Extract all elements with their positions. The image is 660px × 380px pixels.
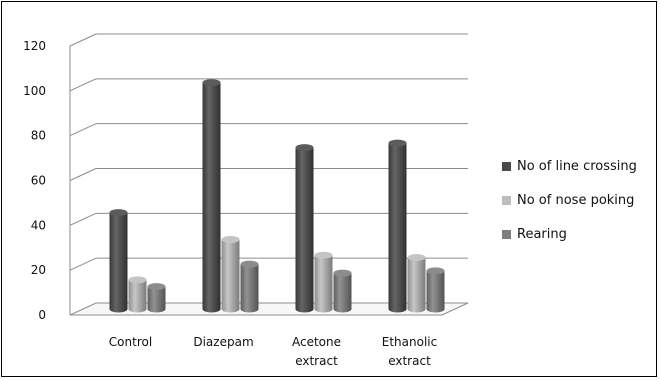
bar-top bbox=[426, 267, 445, 275]
bar-top bbox=[128, 276, 147, 284]
legend-swatch bbox=[502, 195, 511, 205]
bar-body bbox=[109, 212, 128, 313]
bar-no-of-line-crossing-ethanolic-extract bbox=[388, 139, 407, 313]
y-tick-label: 20 bbox=[31, 263, 46, 277]
bar-top bbox=[388, 139, 407, 147]
bar-no-of-nose-poking-diazepam bbox=[221, 236, 240, 313]
bar-body bbox=[407, 257, 426, 313]
bar-top bbox=[240, 260, 259, 268]
bar-no-of-line-crossing-acetone-extract bbox=[295, 144, 314, 313]
legend-item: Rearing bbox=[502, 226, 637, 242]
bar-body bbox=[295, 147, 314, 313]
bar-no-of-line-crossing-diazepam bbox=[202, 79, 221, 313]
y-tick-label: 0 bbox=[38, 308, 46, 322]
x-tick-label: Acetone bbox=[292, 335, 341, 349]
y-tick-label: 120 bbox=[23, 39, 46, 53]
bar-top bbox=[109, 209, 128, 217]
gridline-diagonal bbox=[69, 123, 97, 137]
bar-body bbox=[388, 143, 407, 313]
y-tick-label: 100 bbox=[23, 84, 46, 98]
y-tick-label: 40 bbox=[31, 218, 46, 232]
bars bbox=[109, 79, 445, 313]
y-tick-label: 80 bbox=[31, 129, 46, 143]
x-tick-label: Diazepam bbox=[193, 335, 253, 349]
bar-rearing-acetone-extract bbox=[333, 269, 352, 313]
bar-body bbox=[147, 286, 166, 313]
bar-top bbox=[314, 251, 333, 259]
bar-top bbox=[221, 236, 240, 244]
bar-body bbox=[221, 239, 240, 313]
bar-top bbox=[333, 269, 352, 277]
x-tick-label: Ethanolic bbox=[382, 335, 437, 349]
gridline-diagonal bbox=[69, 168, 97, 181]
bar-body bbox=[240, 264, 259, 313]
bar-top bbox=[147, 283, 166, 291]
bar-rearing-ethanolic-extract bbox=[426, 267, 445, 313]
y-tick-label: 60 bbox=[31, 174, 46, 188]
bar-no-of-line-crossing-control bbox=[109, 209, 128, 313]
legend-swatch bbox=[502, 161, 511, 171]
gridline-diagonal bbox=[69, 33, 97, 47]
x-axis-ticks: Control Diazepam Acetone extract Ethanolic ex… bbox=[109, 335, 437, 368]
bar-no-of-nose-poking-ethanolic-extract bbox=[407, 253, 426, 313]
gridline-diagonal bbox=[69, 212, 97, 226]
bar-body bbox=[202, 82, 221, 313]
x-tick-label: extract bbox=[295, 354, 338, 368]
bar-top bbox=[202, 79, 221, 87]
x-tick-label: extract bbox=[388, 354, 431, 368]
legend-label: No of line crossing bbox=[517, 158, 637, 174]
legend-label: Rearing bbox=[517, 226, 567, 242]
legend-item: No of nose poking bbox=[502, 192, 637, 208]
bar-no-of-nose-poking-acetone-extract bbox=[314, 251, 333, 313]
chart-floor bbox=[69, 302, 469, 316]
bar-body bbox=[333, 273, 352, 313]
legend-item: No of line crossing bbox=[502, 158, 637, 174]
gridline-diagonal bbox=[69, 257, 97, 271]
bar-body bbox=[128, 279, 147, 313]
gridlines bbox=[69, 33, 468, 271]
bar-body bbox=[426, 270, 445, 313]
bar-rearing-diazepam bbox=[240, 260, 259, 313]
bar-top bbox=[295, 144, 314, 152]
legend-swatch bbox=[502, 229, 511, 239]
legend: No of line crossing No of nose poking Rear… bbox=[502, 158, 637, 260]
legend-label: No of nose poking bbox=[517, 192, 635, 208]
bar-body bbox=[314, 255, 333, 313]
gridline-diagonal bbox=[69, 78, 97, 92]
bar-no-of-nose-poking-control bbox=[128, 276, 147, 313]
bar-rearing-control bbox=[147, 283, 166, 313]
y-axis-ticks: 0 20 40 60 80 100 120 bbox=[23, 39, 46, 322]
bar-top bbox=[407, 253, 426, 261]
x-tick-label: Control bbox=[109, 335, 152, 349]
